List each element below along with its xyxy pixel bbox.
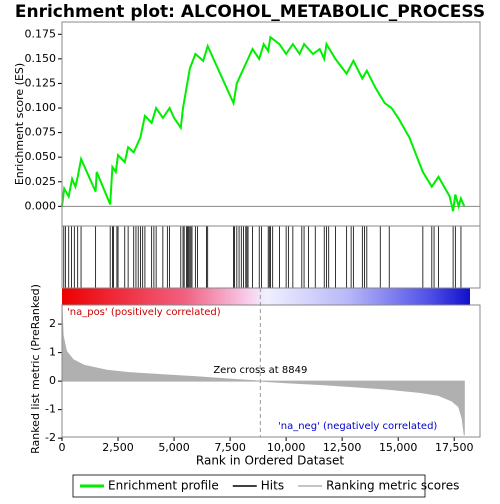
y-tick-label: 0.125 (25, 76, 57, 89)
y-tick-label: 0.150 (25, 52, 57, 65)
y-tick-label: 0 (49, 374, 56, 387)
rank-gradient-bar (62, 288, 470, 305)
x-tick-label: 0 (59, 441, 66, 454)
panel-frame (61, 304, 481, 438)
chart-title: Enrichment plot: ALCOHOL_METABOLIC_PROCE… (15, 2, 485, 22)
y-tick-label: -2 (45, 431, 56, 444)
neg-label: 'na_neg' (negatively correlated) (278, 421, 437, 432)
y-tick-label: 0.000 (25, 199, 57, 212)
y-tick-label: -1 (45, 403, 56, 416)
x-tick-label: 7,500 (214, 441, 246, 454)
y-tick-label: 0.100 (25, 101, 57, 114)
panel-frame (61, 21, 481, 289)
y-tick-label: 0.175 (25, 27, 57, 40)
enrichment-line (61, 35, 466, 212)
legend-label: Hits (261, 479, 284, 493)
y-tick-label: 0.050 (25, 150, 57, 163)
y-axis-label: Enrichment score (ES) (13, 63, 26, 185)
y-tick-label: 0.025 (25, 175, 57, 188)
x-tick-label: 2,500 (102, 441, 134, 454)
y-tick-label: 0.075 (25, 126, 57, 139)
x-tick-label: 17,500 (435, 441, 474, 454)
y-tick-label: 1 (49, 346, 56, 359)
x-tick-label: 5,000 (158, 441, 190, 454)
y-tick-label: 2 (49, 317, 56, 330)
metric-area (61, 306, 465, 436)
y-axis-label: Ranked list metric (PreRanked) (29, 284, 42, 454)
zero-cross-label: Zero cross at 8849 (213, 365, 307, 376)
legend-label: Ranking metric scores (326, 479, 459, 493)
legend-label: Enrichment profile (108, 479, 219, 493)
x-tick-label: 10,000 (267, 441, 306, 454)
pos-label: 'na_pos' (positively correlated) (67, 307, 221, 318)
x-tick-label: 12,500 (323, 441, 362, 454)
x-tick-label: 15,000 (379, 441, 418, 454)
x-axis-label: Rank in Ordered Dataset (196, 454, 344, 468)
